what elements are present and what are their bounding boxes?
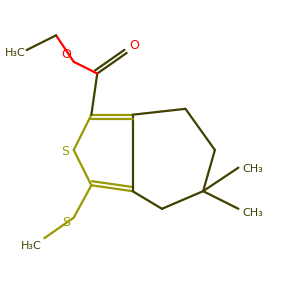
Text: S: S <box>62 215 70 229</box>
Text: O: O <box>61 48 71 61</box>
Text: S: S <box>61 145 69 158</box>
Text: CH₃: CH₃ <box>243 164 264 174</box>
Text: CH₃: CH₃ <box>243 208 264 218</box>
Text: O: O <box>129 39 139 52</box>
Text: H₃C: H₃C <box>4 48 25 58</box>
Text: H₃C: H₃C <box>21 241 41 250</box>
